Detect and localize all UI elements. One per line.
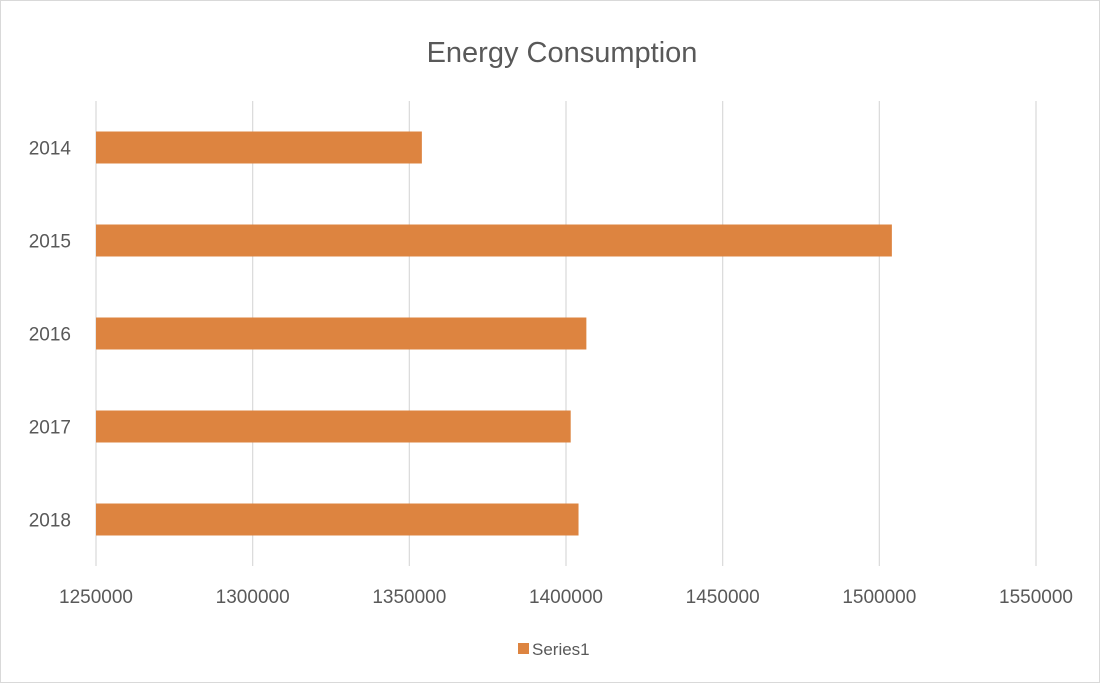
legend-label-series1: Series1 (532, 640, 590, 659)
bar-2016 (96, 317, 587, 350)
y-tick-label: 2014 (29, 139, 72, 160)
y-tick-label: 2018 (29, 511, 71, 532)
bar-2018 (96, 503, 579, 536)
bar-2017 (96, 410, 571, 443)
bar-2015 (96, 224, 892, 257)
x-tick-label: 1500000 (842, 587, 916, 608)
bars (96, 131, 892, 536)
x-tick-label: 1400000 (529, 587, 603, 608)
y-tick-label: 2017 (29, 418, 71, 439)
legend-swatch-series1 (518, 643, 529, 654)
x-tick-label: 1550000 (999, 587, 1073, 608)
x-tick-label: 1350000 (372, 587, 446, 608)
bar-2014 (96, 131, 422, 164)
chart-title: Energy Consumption (427, 37, 698, 69)
x-tick-label: 1250000 (59, 587, 133, 608)
legend: Series1 (518, 640, 590, 659)
x-tick-label: 1300000 (216, 587, 290, 608)
x-tick-label: 1450000 (686, 587, 760, 608)
y-tick-label: 2015 (29, 232, 71, 253)
x-axis-ticks: 1250000 1300000 1350000 1400000 1450000 15000… (59, 587, 1073, 608)
y-axis-ticks: 2014 2015 2016 2017 2018 (29, 139, 72, 532)
y-tick-label: 2016 (29, 325, 71, 346)
